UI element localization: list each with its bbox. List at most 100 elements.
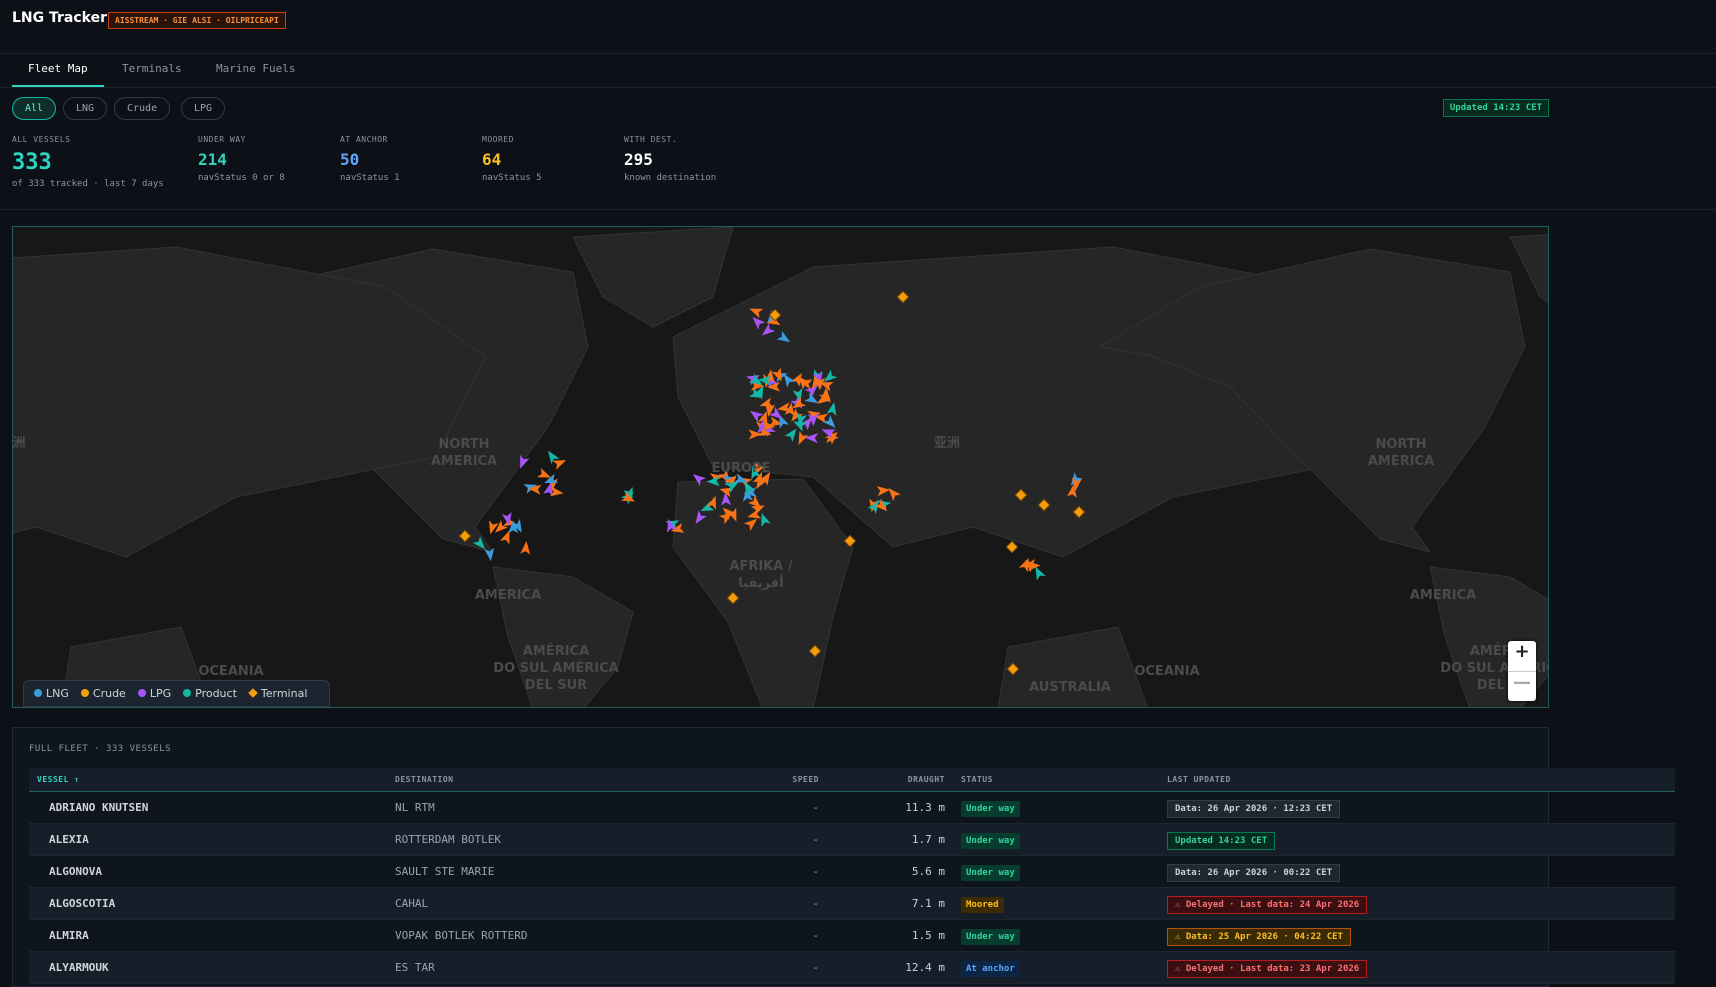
vessel-marker bbox=[819, 382, 834, 392]
legend-dot bbox=[80, 689, 89, 697]
legend-item: Crude bbox=[80, 687, 132, 700]
vessel-marker bbox=[823, 369, 838, 382]
status: At anchor bbox=[953, 951, 1159, 984]
vessel-marker bbox=[749, 308, 764, 319]
legend-label: LNG bbox=[46, 687, 69, 700]
vessel-marker bbox=[826, 402, 837, 416]
destination: ES TAR bbox=[387, 951, 737, 984]
table-row[interactable]: ALGONOVA SAULT STE MARIE -5.6 m Under way Da… bbox=[29, 855, 1675, 888]
destination: ROTTERDAM BOTLEK bbox=[387, 823, 737, 856]
stat-label: ALL VESSELS bbox=[12, 135, 71, 144]
status: Under way bbox=[953, 855, 1159, 888]
vessel-marker bbox=[1035, 566, 1046, 581]
stat-label: WITH DEST. bbox=[624, 135, 678, 144]
legend-dot bbox=[34, 689, 42, 697]
stat-sub: of 333 tracked · last 7 days bbox=[12, 179, 164, 189]
legend-item: Terminal bbox=[248, 687, 314, 700]
vessel-marker bbox=[747, 495, 762, 508]
tab[interactable]: Marine Fuels bbox=[216, 62, 296, 75]
draught: 12.4 m bbox=[827, 951, 953, 984]
vessel-marker bbox=[695, 510, 707, 525]
terminal-marker bbox=[843, 534, 857, 548]
speed: - bbox=[737, 919, 827, 952]
status: Moored bbox=[953, 887, 1159, 920]
legend-dot bbox=[183, 689, 192, 697]
vessel-marker bbox=[1027, 561, 1041, 572]
terminal-marker bbox=[1072, 505, 1086, 519]
vessel-marker bbox=[753, 385, 764, 400]
zoom-out[interactable]: — bbox=[1508, 671, 1536, 701]
updated-badge: Updated 14:23 CET bbox=[1442, 99, 1549, 117]
vessel-marker bbox=[724, 481, 739, 493]
vessel-marker bbox=[761, 513, 771, 527]
legend-diamond bbox=[248, 688, 258, 698]
draught: 11.3 m bbox=[827, 791, 953, 824]
filter-chip[interactable]: Crude bbox=[114, 97, 171, 120]
tab[interactable]: Terminals bbox=[122, 62, 182, 75]
table-row[interactable]: ALGOSCOTIA CAHAL -7.1 m Moored ⚠ Delayed · L… bbox=[29, 887, 1675, 920]
table-row[interactable]: ALMIRA VOPAK BOTLEK ROTTERD -1.5 m Under wa… bbox=[29, 919, 1675, 952]
vessel-marker bbox=[793, 421, 808, 432]
last-updated-cell: ⚠ Delayed · Last data: 23 Apr 2026 bbox=[1159, 951, 1675, 984]
vessel-name: ALYARMOUK bbox=[29, 951, 387, 984]
speed: - bbox=[737, 951, 827, 984]
filter-chip[interactable]: All bbox=[12, 97, 57, 120]
vessel-marker bbox=[874, 498, 888, 511]
stat-value: 333 bbox=[12, 150, 52, 175]
vessel-marker bbox=[547, 450, 560, 465]
map[interactable]: NORTH AMERICA EUROPE AFRIKA / أفريقيا AMERICA… bbox=[12, 226, 1549, 708]
vessel-marker bbox=[819, 389, 831, 403]
table-row[interactable]: ALEXIA ROTTERDAM BOTLEK -1.7 m Under way Upd… bbox=[29, 823, 1675, 856]
vessel-marker bbox=[552, 460, 567, 470]
status: Under way bbox=[953, 919, 1159, 952]
vessel-marker bbox=[777, 402, 791, 413]
vessel-marker bbox=[489, 520, 499, 535]
vessel-marker bbox=[888, 488, 901, 502]
column-header: STATUS bbox=[953, 768, 1159, 792]
map-label: NORTH bbox=[1375, 437, 1426, 452]
vessel-marker bbox=[484, 547, 495, 562]
column-header: LAST UPDATED bbox=[1159, 768, 1675, 792]
stat: WITH DEST. 295 known destination bbox=[624, 135, 716, 183]
terminal-marker bbox=[1014, 488, 1028, 502]
map-label: EUROPE bbox=[712, 461, 771, 476]
panel-title: FULL FLEET · 333 VESSELS bbox=[29, 744, 172, 754]
table-row[interactable]: ALYARMOUK ES TAR -12.4 m At anchor ⚠ Delayed… bbox=[29, 951, 1675, 984]
last-updated: Data: 26 Apr 2026 · 00:22 CET bbox=[1167, 863, 1341, 882]
filter-chip[interactable]: LNG bbox=[63, 97, 108, 120]
vessel-marker bbox=[1066, 484, 1077, 498]
stat-value: 50 bbox=[340, 150, 360, 169]
vessel-marker bbox=[706, 495, 717, 510]
status-pill: At anchor bbox=[961, 960, 1020, 977]
tab[interactable]: Fleet Map bbox=[12, 56, 104, 87]
map-label: AMERICA bbox=[1410, 588, 1476, 603]
map-label: OCEANIA bbox=[198, 664, 263, 679]
column-header[interactable]: VESSEL ↑ bbox=[29, 768, 387, 792]
vessel-name: ALEXIA bbox=[29, 823, 387, 856]
terminal-marker bbox=[1006, 662, 1020, 676]
map-label: AUSTRALIA bbox=[1029, 680, 1111, 695]
last-updated-cell: ⚠ Data: 25 Apr 2026 · 04:22 CET bbox=[1159, 919, 1675, 952]
terminal-marker bbox=[808, 644, 822, 658]
vessel-marker bbox=[791, 408, 804, 422]
stat-sub: navStatus 0 or 8 bbox=[198, 173, 285, 183]
map-legend: LNG Crude LPG Product Terminal bbox=[23, 680, 331, 707]
map-label: AMÉRICA bbox=[523, 643, 589, 659]
terminal-marker bbox=[768, 308, 782, 322]
draught: 1.5 m bbox=[827, 919, 953, 952]
vessel-marker bbox=[784, 402, 795, 417]
map-label: OCEANIA bbox=[1134, 664, 1199, 679]
vessel-marker bbox=[726, 507, 737, 522]
legend-dot bbox=[137, 689, 146, 697]
destination: CAHAL bbox=[387, 887, 737, 920]
vessel-marker bbox=[528, 484, 542, 495]
stat-label: MOORED bbox=[482, 135, 514, 144]
filter-chip[interactable]: LPG bbox=[181, 97, 226, 120]
vessel-marker bbox=[811, 375, 822, 390]
map-label: 亚洲 bbox=[934, 436, 960, 451]
last-updated: ⚠ Delayed · Last data: 24 Apr 2026 bbox=[1167, 895, 1368, 914]
map-label: DEL SUR bbox=[525, 678, 587, 693]
table-row[interactable]: ADRIANO KNUTSEN NL RTM -11.3 m Under way Dat… bbox=[29, 791, 1675, 824]
zoom-in[interactable]: + bbox=[1514, 641, 1530, 662]
stat: AT ANCHOR 50 navStatus 1 bbox=[340, 135, 400, 183]
